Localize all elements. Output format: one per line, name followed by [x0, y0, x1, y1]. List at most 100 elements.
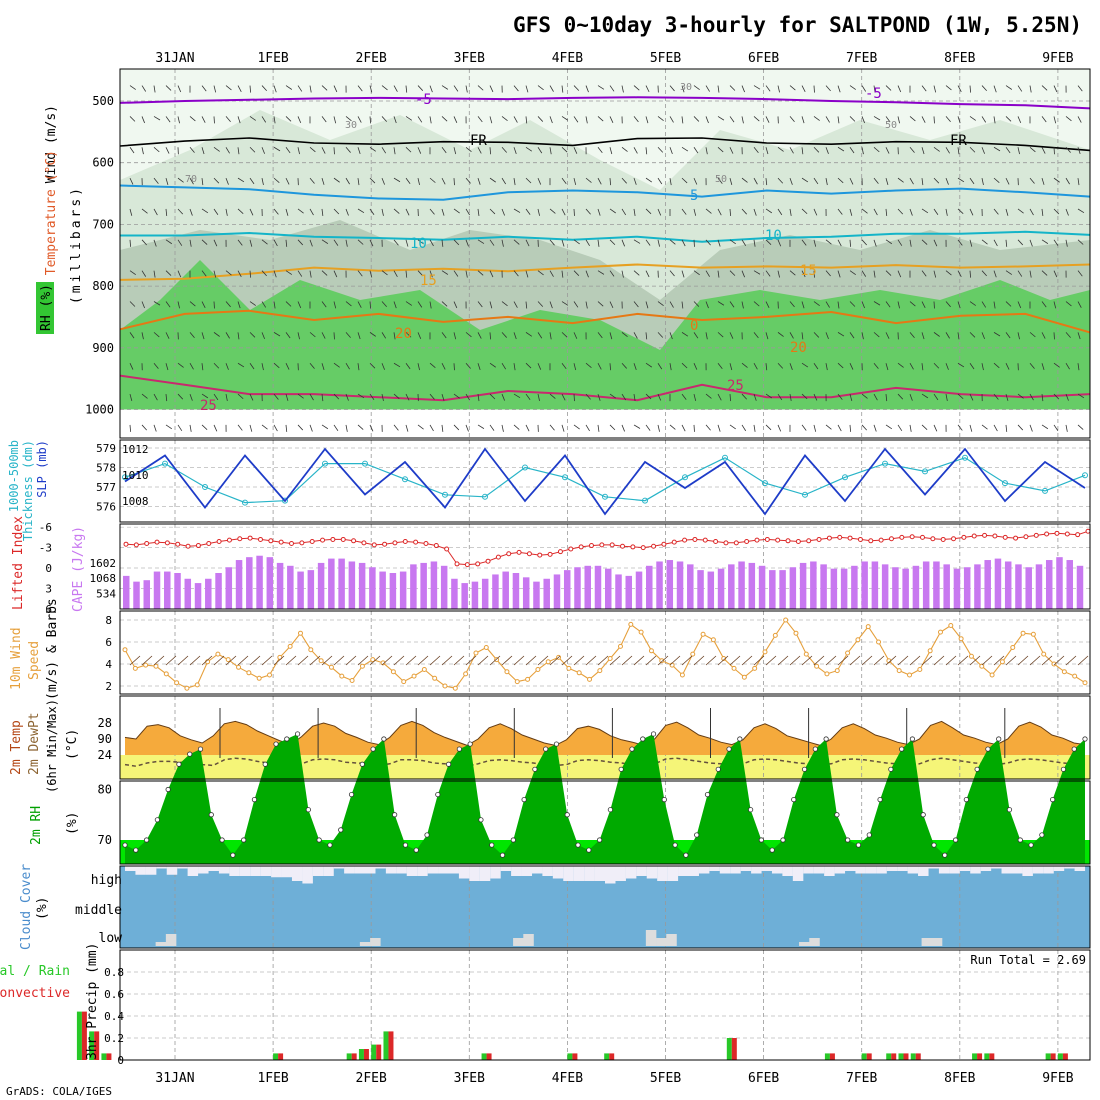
wind-barb	[825, 178, 828, 186]
surface-wind-barb	[945, 655, 957, 666]
isotherm-label: 5	[690, 188, 698, 204]
wind-barb	[321, 363, 325, 371]
wind-barb	[801, 332, 804, 340]
temperature-fill	[125, 721, 1085, 755]
cloud-high-gap	[333, 866, 345, 869]
wind-barb	[285, 332, 291, 339]
rh2m-point	[489, 842, 495, 848]
wind-barb	[693, 116, 700, 122]
wind-barb	[477, 208, 480, 216]
wind-barb	[609, 178, 612, 186]
wind-barb	[1077, 270, 1083, 277]
lifted-index-point	[433, 543, 439, 549]
wind-barb	[261, 85, 267, 92]
wind-barb	[165, 332, 170, 339]
wind-barb	[381, 208, 384, 216]
wind-barb	[321, 394, 324, 402]
wind-barb	[609, 239, 616, 246]
cloud-high-gap	[970, 866, 981, 874]
rh2m-point	[316, 837, 322, 843]
wind-barb	[201, 301, 206, 308]
wind-barb	[1053, 362, 1060, 368]
surface-wind-barb	[609, 655, 621, 666]
wind-barb	[993, 362, 1000, 369]
wind-barb	[249, 116, 256, 121]
wind-barb	[189, 424, 192, 432]
wind-barb	[765, 363, 768, 371]
wind-speed-point	[421, 667, 427, 672]
wind-barb	[981, 116, 987, 123]
wind-barb	[861, 116, 865, 124]
lifted-index-point	[930, 536, 936, 542]
rh-contour-label: 30	[680, 82, 692, 93]
wind-barb	[129, 147, 135, 154]
cloud-high-gap	[177, 866, 188, 869]
wind-speed-point	[638, 629, 644, 635]
lifted-index-point	[299, 540, 305, 546]
wind-barb	[813, 208, 818, 216]
isotherm-plus15	[119, 263, 1091, 281]
wind-barb	[549, 116, 553, 124]
panel-frames	[119, 68, 1091, 1061]
wind-barb	[345, 208, 349, 216]
wind-barb	[357, 393, 365, 399]
wind-barb	[897, 177, 904, 183]
wind-barb	[717, 85, 720, 93]
wind-barb	[897, 208, 904, 215]
wind-barb	[573, 270, 580, 276]
wind-barb	[1077, 332, 1081, 340]
cape-bar	[399, 571, 407, 609]
wind-barb	[405, 177, 411, 185]
cape-bar	[276, 562, 284, 609]
wind-barb	[321, 332, 326, 339]
wind-barb	[441, 239, 444, 247]
cloud-high-gap	[865, 866, 877, 874]
wind-barb	[309, 177, 315, 184]
text-layer: 31JAN31JAN1FEB1FEB2FEB2FEB3FEB3FEB4FEB4F…	[0, 51, 1086, 1086]
wind-barb	[1053, 116, 1057, 124]
wind-barb	[717, 270, 720, 278]
lifted-index-point	[909, 534, 915, 540]
wind-barb	[537, 116, 544, 122]
date-label-bottom: 9FEB	[1042, 1071, 1073, 1086]
wind-barb	[393, 362, 401, 368]
panel-frame-temp	[119, 695, 1091, 780]
wind-barb	[201, 393, 209, 399]
cloud-units-label: (%)	[35, 897, 50, 920]
wind-barb	[1065, 393, 1069, 401]
wind-barb	[405, 393, 410, 401]
wind-barb	[189, 301, 196, 307]
wind-barb	[285, 147, 291, 154]
cape-bar	[543, 578, 550, 609]
wind-barb	[429, 116, 432, 124]
surface-wind-barb	[453, 655, 465, 666]
wind-barb	[393, 208, 400, 214]
wind-barb	[309, 146, 316, 153]
wind-barb	[1029, 270, 1032, 278]
precip-total-bar	[972, 1053, 978, 1060]
cloud-high-gap	[156, 866, 167, 869]
wind-barb	[897, 239, 903, 246]
date-label-top: 4FEB	[552, 51, 583, 66]
wind-barb	[981, 239, 988, 245]
precip-label-0: Total / Rain	[0, 964, 70, 979]
lifted-index-point	[195, 543, 201, 549]
surface-wind-barb	[1029, 655, 1041, 666]
surface-wind-barb	[633, 655, 645, 666]
wind-barb	[981, 332, 985, 340]
wind-barb	[777, 239, 782, 247]
wind-barb	[657, 363, 663, 370]
wind-barb	[465, 362, 471, 369]
rh2m-point	[445, 761, 452, 767]
isotherm-plus25	[119, 374, 1091, 402]
rh2m-point	[133, 847, 139, 853]
wind-barb	[441, 332, 447, 339]
precip-convective-bar	[915, 1053, 921, 1060]
precip-total-bar	[910, 1053, 916, 1060]
wind-barb	[993, 208, 999, 215]
surface-wind-barb	[261, 655, 273, 666]
wind-speed-point	[452, 685, 458, 691]
wind-barb	[729, 363, 733, 371]
rh2m-point	[338, 827, 344, 833]
